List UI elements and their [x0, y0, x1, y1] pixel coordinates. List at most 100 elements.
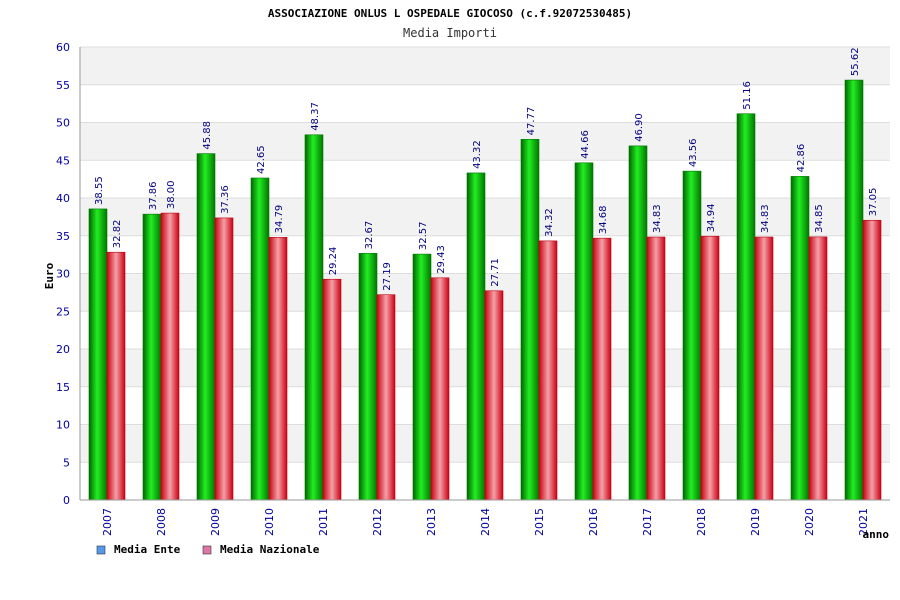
value-label: 44.66	[580, 130, 591, 159]
y-tick-label: 5	[63, 456, 70, 469]
x-tick-label: 2012	[371, 508, 384, 536]
value-label: 37.86	[148, 182, 159, 211]
value-label: 45.88	[202, 121, 213, 150]
value-label: 42.86	[796, 144, 807, 173]
value-label: 32.57	[418, 221, 429, 250]
bar-media-ente-2011	[304, 134, 324, 501]
bar-media-ente-2015	[520, 139, 540, 501]
bar-media-nazionale-2011	[322, 278, 342, 501]
x-tick-label: 2020	[803, 508, 816, 536]
x-tick-label: 2011	[317, 508, 330, 536]
bars	[88, 79, 882, 501]
x-tick-label: 2007	[101, 508, 114, 536]
x-tick-label: 2019	[749, 508, 762, 536]
y-tick-label: 15	[56, 381, 70, 394]
y-tick-label: 20	[56, 343, 70, 356]
value-label: 27.71	[490, 258, 501, 287]
x-tick-label: 2010	[263, 508, 276, 536]
bar-media-nazionale-2007	[106, 251, 126, 501]
plot-band	[80, 84, 890, 123]
value-label: 32.67	[364, 221, 375, 250]
value-label: 38.55	[94, 176, 105, 205]
value-label: 51.16	[742, 81, 753, 110]
y-tick-label: 10	[56, 419, 70, 432]
value-label: 37.36	[220, 185, 231, 214]
bar-media-ente-2017	[628, 145, 648, 501]
x-tick-label: 2021	[857, 508, 870, 536]
bar-media-nazionale-2010	[268, 237, 288, 501]
bar-media-ente-2016	[574, 162, 594, 501]
bar-media-nazionale-2021	[862, 219, 882, 501]
x-tick-label: 2013	[425, 508, 438, 536]
bar-media-ente-2008	[142, 213, 162, 501]
bar-media-nazionale-2015	[538, 240, 558, 501]
bar-media-ente-2018	[682, 170, 702, 501]
value-label: 34.32	[544, 208, 555, 237]
bar-media-nazionale-2020	[808, 236, 828, 501]
value-label: 43.32	[472, 140, 483, 169]
value-label: 43.56	[688, 138, 699, 167]
x-tick-label: 2009	[209, 508, 222, 536]
y-axis-ticks: 0 5 10 15 20 25 30 35 40 45 50 55 60	[56, 41, 70, 507]
value-label: 46.90	[634, 113, 645, 142]
value-label: 38.00	[166, 180, 177, 209]
y-tick-label: 60	[56, 41, 70, 54]
legend-label-media-ente: Media Ente	[114, 543, 181, 556]
bar-media-nazionale-2019	[754, 236, 774, 501]
value-label: 42.65	[256, 145, 267, 174]
plot-band	[80, 47, 890, 85]
chart-title: ASSOCIAZIONE ONLUS L OSPEDALE GIOCOSO (c…	[268, 7, 632, 20]
bar-media-ente-2010	[250, 177, 270, 501]
legend-swatch-media-ente	[96, 545, 106, 555]
value-label: 34.68	[598, 206, 609, 235]
value-label: 34.83	[652, 204, 663, 233]
bar-media-ente-2012	[358, 253, 378, 501]
value-label: 27.19	[382, 262, 393, 291]
chart-subtitle: Media Importi	[403, 26, 497, 40]
y-tick-label: 50	[56, 117, 70, 130]
y-axis-label: Euro	[43, 262, 56, 289]
bar-media-nazionale-2018	[700, 235, 720, 501]
x-tick-label: 2014	[479, 508, 492, 536]
bar-media-ente-2013	[412, 253, 432, 501]
bar-media-nazionale-2008	[160, 212, 180, 501]
x-tick-label: 2018	[695, 508, 708, 536]
bar-media-nazionale-2012	[376, 294, 396, 501]
y-tick-label: 25	[56, 305, 70, 318]
x-tick-label: 2015	[533, 508, 546, 536]
value-label: 29.24	[328, 247, 339, 276]
value-labels: 38.55 32.82 37.86 38.00 45.88 37.36 42.65 34.79…	[94, 47, 879, 290]
bar-media-nazionale-2013	[430, 277, 450, 501]
bar-media-nazionale-2016	[592, 237, 612, 501]
value-label: 34.85	[814, 204, 825, 233]
y-tick-label: 40	[56, 192, 70, 205]
legend: Media Ente Media Nazionale	[96, 543, 320, 556]
y-tick-label: 55	[56, 79, 70, 92]
y-tick-label: 45	[56, 154, 70, 167]
bar-media-ente-2009	[196, 153, 216, 501]
y-tick-label: 35	[56, 230, 70, 243]
bar-media-ente-2021	[844, 79, 864, 501]
bar-media-ente-2014	[466, 172, 486, 501]
y-tick-label: 0	[63, 494, 70, 507]
x-tick-label: 2017	[641, 508, 654, 536]
value-label: 34.79	[274, 205, 285, 234]
value-label: 47.77	[526, 107, 537, 136]
x-tick-label: 2008	[155, 508, 168, 536]
x-tick-label: 2016	[587, 508, 600, 536]
value-label: 34.83	[760, 204, 771, 233]
bar-media-nazionale-2014	[484, 290, 504, 501]
bar-media-ente-2020	[790, 176, 810, 501]
value-label: 48.37	[310, 102, 321, 131]
value-label: 37.05	[868, 188, 879, 217]
value-label: 29.43	[436, 245, 447, 274]
bar-media-ente-2007	[88, 208, 108, 501]
bar-media-nazionale-2017	[646, 236, 666, 501]
bar-media-nazionale-2009	[214, 217, 234, 501]
value-label: 34.94	[706, 204, 717, 233]
x-axis-ticks: 2007 2008 2009 2010 2011 2012 2013 2014 2015 2016…	[101, 508, 870, 536]
legend-label-media-nazionale: Media Nazionale	[220, 543, 320, 556]
bar-media-ente-2019	[736, 113, 756, 501]
y-tick-label: 30	[56, 268, 70, 281]
